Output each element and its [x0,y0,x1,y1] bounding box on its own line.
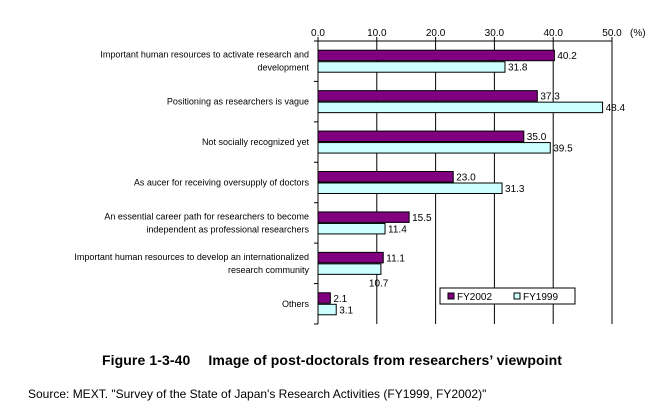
data-label: 3.1 [339,305,353,316]
bar-fy2002 [317,130,525,143]
bar-fy2002 [317,211,410,223]
data-label: 31.8 [508,63,528,74]
x-tick-label: 30.0 [485,28,505,39]
data-label: 2.1 [333,294,347,305]
figure-title: Image of post-doctorals from researchers… [208,352,563,368]
bar-fy2002 [317,251,384,264]
data-label: 10.7 [369,278,389,289]
data-label: 11.1 [386,253,405,264]
category-label: An essential career path for researchers… [104,211,309,221]
data-label: 35.0 [527,132,547,143]
chart: 0.0 10.0 20.0 30.0 40.0 50.0 (%) Important huma… [74,28,646,325]
legend-swatch [513,292,521,300]
data-label: 23.0 [456,173,476,184]
bar-fy1999 [317,142,551,154]
bar-fy2002 [317,49,555,62]
data-label: 39.5 [553,144,573,155]
category-label: research community [228,265,310,275]
data-label: 31.3 [505,184,525,195]
x-tick-label: 50.0 [602,28,622,39]
data-label: 37.3 [540,92,560,103]
category-label: Others [282,299,310,309]
x-tick-label: 20.0 [426,28,446,39]
category-label: Positioning as researchers is vague [167,97,309,107]
x-unit-label: (%) [630,28,646,39]
bar-fy1999 [317,182,503,194]
x-tick-label: 0.0 [311,28,325,39]
data-label: 15.5 [412,213,432,224]
data-label: 40.2 [557,51,577,62]
legend-swatch [447,292,455,300]
category-label: As aucer for receiving oversupply of doc… [134,178,310,188]
data-label: 11.4 [388,224,407,235]
x-tick-label: 10.0 [367,28,387,39]
x-tick-label: 40.0 [543,28,563,39]
category-label: development [257,63,309,73]
category-label: Not socially recognized yet [202,137,310,147]
data-label: 48.4 [606,103,626,114]
bar-fy1999 [317,101,604,114]
bar-fy1999 [317,61,506,73]
legend [439,287,576,305]
figure-caption: Figure 1-3-40 Image of post-doctorals fr… [0,352,664,368]
legend-label: FY2002 [457,292,492,303]
bar-fy2002 [317,292,331,304]
bar-fy2002 [317,90,538,102]
source-note: Source: MEXT. "Survey of the State of Ja… [28,387,487,401]
bar-fy1999 [317,222,386,235]
category-label: Important human resources to activate re… [100,50,309,60]
bar-fy1999 [317,303,337,316]
category-label: independent as professional researchers [146,224,309,234]
bar-fy2002 [317,171,454,183]
legend-label: FY1999 [523,292,558,303]
figure-number: Figure 1-3-40 [101,352,191,368]
category-label: Important human resources to develop an … [74,252,309,262]
bar-fy1999 [317,263,382,275]
